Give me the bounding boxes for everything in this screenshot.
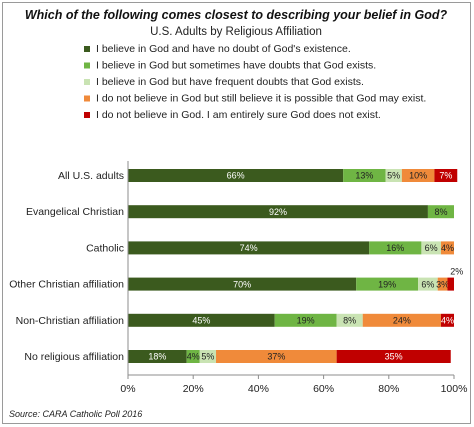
x-tick-label: 80% <box>378 383 399 395</box>
bar-segment <box>434 169 458 182</box>
data-label: 5% <box>201 352 214 362</box>
bar-segment <box>336 350 451 363</box>
data-label: 19% <box>297 316 315 326</box>
bar-segment <box>128 241 370 255</box>
bar-segment <box>336 313 363 327</box>
bar-segment <box>343 169 386 182</box>
data-label: 6% <box>425 243 438 253</box>
bar-segment <box>186 350 200 363</box>
legend-swatch <box>84 79 90 85</box>
legend-swatch <box>84 95 90 102</box>
data-label: 4% <box>441 243 454 253</box>
category-label: Catholic <box>86 242 124 254</box>
x-tick-label: 60% <box>313 383 334 395</box>
chart-title: Which of the following comes closest to … <box>25 8 448 22</box>
bar-segment <box>199 350 217 363</box>
x-tick-label: 20% <box>183 383 204 395</box>
bar-segment <box>356 277 419 291</box>
data-label: 24% <box>393 316 411 326</box>
data-label: 4% <box>441 316 454 326</box>
data-label: 5% <box>387 171 400 181</box>
data-label: 8% <box>343 316 356 326</box>
legend-label: I do not believe in God. I am entirely s… <box>96 109 381 121</box>
bar-segment <box>447 277 454 291</box>
legend-swatch <box>84 112 90 118</box>
data-label: 3% <box>436 279 449 289</box>
legend: I believe in God and have no doubt of Go… <box>84 43 426 121</box>
data-label: 18% <box>148 352 166 362</box>
data-label: 4% <box>187 352 200 362</box>
category-label: Non-Christian affiliation <box>16 315 125 327</box>
bar-segment <box>440 313 454 327</box>
legend-swatch <box>84 62 90 69</box>
x-axis: 0% 20% 40% 60% 80% 100% <box>120 161 467 395</box>
bar-segment <box>427 205 454 219</box>
data-label: 70% <box>233 279 251 289</box>
x-tick-label: 40% <box>248 383 269 395</box>
data-label: 6% <box>421 279 434 289</box>
data-label: 16% <box>386 243 404 253</box>
data-label: 45% <box>192 316 210 326</box>
bar-segment <box>216 350 337 363</box>
data-label: 74% <box>240 243 258 253</box>
data-label: 13% <box>355 171 373 181</box>
legend-label: I believe in God and have no doubt of Go… <box>96 43 351 55</box>
bars: All U.S. adults 66% 13% 5% 10% 7% Evangelical … <box>9 169 463 363</box>
legend-label: I believe in God but sometimes have doub… <box>96 60 376 72</box>
data-label: 7% <box>439 171 452 181</box>
x-tick-label: 0% <box>120 383 135 395</box>
bar-segment <box>401 169 435 182</box>
bar-segment <box>362 313 441 327</box>
data-label: 35% <box>385 352 403 362</box>
data-label: 92% <box>269 207 287 217</box>
x-tick-label: 100% <box>441 383 468 395</box>
bar-segment <box>128 205 428 219</box>
bar-segment <box>421 241 441 255</box>
bar-segment <box>418 277 438 291</box>
data-label: 10% <box>409 171 427 181</box>
category-label: Evangelical Christian <box>26 206 124 218</box>
chart-subtitle: U.S. Adults by Religious Affiliation <box>150 26 322 38</box>
data-label: 37% <box>267 352 285 362</box>
bar-segment <box>128 277 357 291</box>
category-label: Other Christian affiliation <box>9 279 124 291</box>
bar-segment <box>385 169 402 182</box>
bar-segment <box>128 350 187 363</box>
legend-label: I do not believe in God but still believ… <box>96 93 426 105</box>
bar-segment <box>128 313 275 327</box>
bar-segment <box>128 169 344 182</box>
legend-swatch <box>84 46 90 52</box>
data-label: 8% <box>434 207 447 217</box>
legend-label: I believe in God but have frequent doubt… <box>96 76 364 88</box>
chart-source: Source: CARA Catholic Poll 2016 <box>9 409 142 419</box>
category-label: All U.S. adults <box>58 170 124 182</box>
bar-segment <box>274 313 337 327</box>
bar-segment <box>440 241 454 255</box>
data-label: 2% <box>450 267 463 277</box>
chart-frame: Which of the following comes closest to … <box>2 2 471 424</box>
bar-segment <box>369 241 422 255</box>
data-label: 19% <box>378 279 396 289</box>
chart: Which of the following comes closest to … <box>9 8 467 419</box>
category-label: No religious affiliation <box>24 351 124 363</box>
data-label: 66% <box>227 171 245 181</box>
bar-segment <box>437 277 448 291</box>
